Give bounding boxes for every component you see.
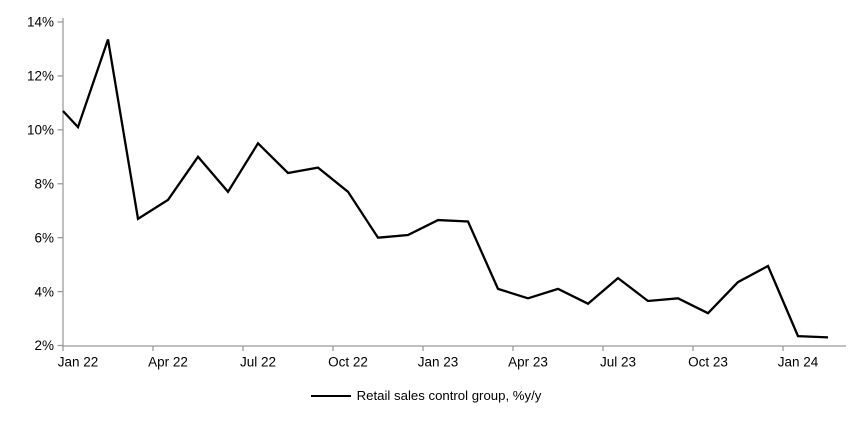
x-tick-label: Apr 23 — [508, 355, 548, 370]
x-tick-label: Jan 23 — [418, 355, 459, 370]
y-tick-label: 6% — [34, 230, 54, 245]
x-tick-label: Jul 22 — [240, 355, 276, 370]
y-tick-label: 12% — [27, 69, 54, 84]
data-line-retail-sales — [62, 39, 829, 339]
legend-line-sample — [310, 394, 351, 397]
x-tick-label: Oct 22 — [328, 355, 368, 370]
x-tick-label: Oct 23 — [688, 355, 728, 370]
x-tick-label: Jan 22 — [58, 355, 99, 370]
legend-label: Retail sales control group, %y/y — [356, 388, 542, 403]
chart-legend: Retail sales control group, %y/y — [0, 388, 852, 403]
y-tick-label: 8% — [34, 176, 54, 191]
x-tick-label: Apr 22 — [148, 355, 188, 370]
y-tick-label: 14% — [27, 15, 54, 30]
y-tick-label: 2% — [34, 338, 54, 353]
x-tick-label: Jan 24 — [778, 355, 819, 370]
x-tick-label: Jul 23 — [600, 355, 636, 370]
y-tick-label: 10% — [27, 123, 54, 138]
y-tick-label: 4% — [34, 284, 54, 299]
